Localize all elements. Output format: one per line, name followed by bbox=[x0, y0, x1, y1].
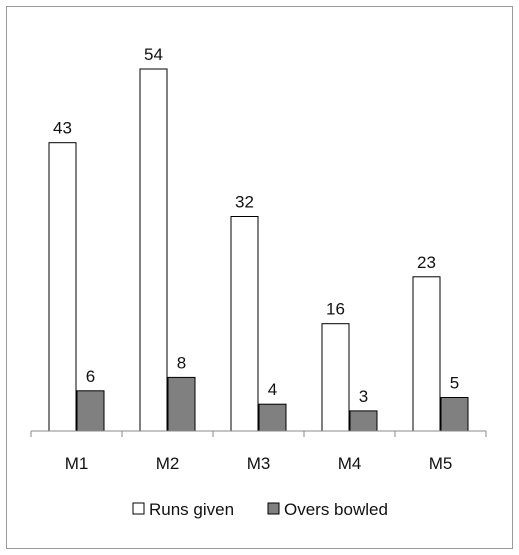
x-tick-labels-group: M1 M2 M3 M4 M5 bbox=[65, 454, 453, 473]
x-tick-label-m5: M5 bbox=[429, 454, 453, 473]
bar-overs-bowled-m5 bbox=[440, 397, 469, 432]
bar-runs-given-m4 bbox=[321, 323, 350, 432]
data-label-runs-given-m2: 54 bbox=[144, 45, 163, 64]
x-tick-label-m3: M3 bbox=[247, 454, 271, 473]
data-labels-group: 43 6 54 8 32 4 16 3 23 5 bbox=[53, 45, 459, 406]
x-ticks-group bbox=[30, 431, 487, 437]
data-label-overs-bowled-m1: 6 bbox=[86, 367, 95, 386]
data-label-overs-bowled-m5: 5 bbox=[450, 374, 459, 393]
bar-runs-given-m5 bbox=[412, 276, 441, 432]
x-tick-label-m4: M4 bbox=[338, 454, 362, 473]
bar-runs-given-m1 bbox=[48, 142, 77, 432]
bar-overs-bowled-m1 bbox=[76, 390, 105, 432]
data-label-runs-given-m5: 23 bbox=[417, 253, 436, 272]
bar-runs-given-m3 bbox=[230, 216, 259, 432]
x-tick-label-m2: M2 bbox=[156, 454, 180, 473]
legend-label-overs-bowled: Overs bowled bbox=[284, 500, 388, 519]
x-tick-label-m1: M1 bbox=[65, 454, 89, 473]
bar-overs-bowled-m3 bbox=[258, 403, 287, 432]
legend-swatch-runs-given bbox=[132, 502, 145, 515]
data-label-runs-given-m4: 16 bbox=[326, 300, 345, 319]
data-label-overs-bowled-m4: 3 bbox=[359, 387, 368, 406]
bars-group bbox=[48, 68, 469, 432]
data-label-runs-given-m3: 32 bbox=[235, 193, 254, 212]
data-label-runs-given-m1: 43 bbox=[53, 119, 72, 138]
chart-frame bbox=[6, 6, 513, 549]
bar-runs-given-m2 bbox=[139, 68, 168, 432]
bar-overs-bowled-m2 bbox=[167, 376, 196, 432]
data-label-overs-bowled-m3: 4 bbox=[268, 380, 277, 399]
legend-label-runs-given: Runs given bbox=[149, 500, 234, 519]
data-label-overs-bowled-m2: 8 bbox=[177, 353, 186, 372]
bar-overs-bowled-m4 bbox=[349, 410, 378, 432]
legend-swatch-overs-bowled bbox=[267, 502, 280, 515]
legend: Runs given Overs bowled bbox=[132, 500, 388, 519]
